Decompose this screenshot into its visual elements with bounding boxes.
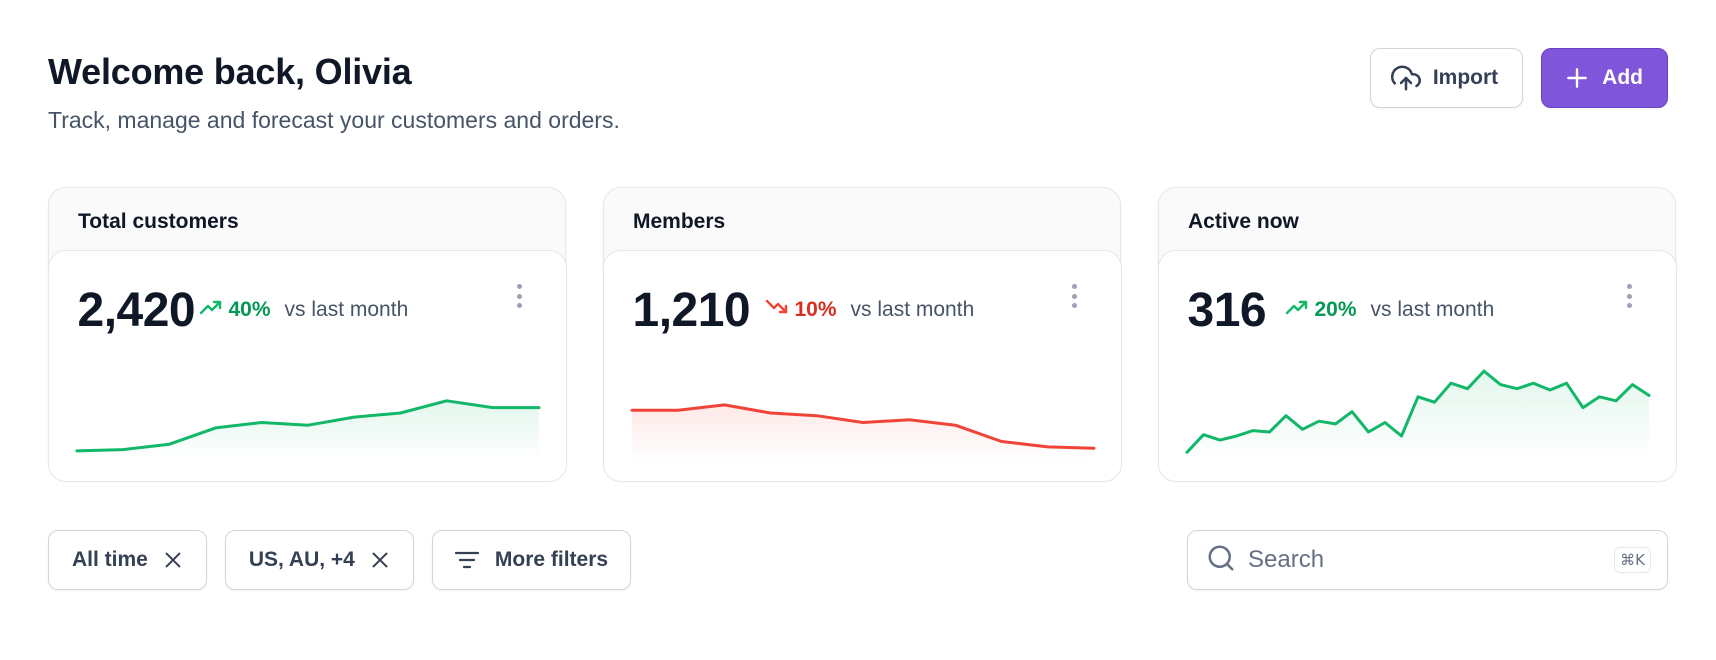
add-button[interactable]: Add xyxy=(1541,48,1668,108)
sparkline-area xyxy=(1186,371,1649,461)
sparkline-chart xyxy=(75,399,540,461)
metric-cards: Total customers 2,420 40% vs last month … xyxy=(47,187,1677,482)
trend-comparison: vs last month xyxy=(284,298,409,321)
metric-value: 2,420 xyxy=(77,284,196,337)
card-title: Members xyxy=(633,210,726,233)
card-body: 316 20% vs last month xyxy=(1157,250,1677,482)
add-button-label: Add xyxy=(1602,66,1643,89)
import-button-label: Import xyxy=(1432,66,1499,89)
trend-percentage: 40% xyxy=(228,298,271,321)
filter-lines-icon xyxy=(453,548,481,572)
search-field[interactable]: ⌘K xyxy=(1187,530,1668,590)
close-icon[interactable] xyxy=(369,549,391,571)
card-body: 1,210 10% vs last month xyxy=(602,250,1122,482)
search-icon xyxy=(1206,543,1236,578)
upload-cloud-icon xyxy=(1390,63,1421,93)
metric-card-total-customers: Total customers 2,420 40% vs last month xyxy=(47,187,567,482)
page-title: Welcome back, Olivia xyxy=(48,51,412,92)
trend-indicator: 40% vs last month xyxy=(199,295,409,325)
trend-percentage: 20% xyxy=(1314,298,1357,321)
sparkline-area xyxy=(631,404,1094,461)
sparkline-line xyxy=(630,403,1095,450)
keyboard-shortcut-hint: ⌘K xyxy=(1614,547,1651,573)
trend-up-icon xyxy=(1285,295,1309,325)
metric-card-members: Members 1,210 10% vs last month xyxy=(602,187,1122,482)
card-title: Active now xyxy=(1188,210,1299,233)
card-body: 2,420 40% vs last month xyxy=(47,250,567,482)
sparkline-area xyxy=(76,400,539,461)
trend-indicator: 20% vs last month xyxy=(1285,295,1495,325)
trend-percentage: 10% xyxy=(794,298,837,321)
header-actions: Import Add xyxy=(1369,48,1668,108)
more-options-icon[interactable] xyxy=(1063,281,1087,311)
metric-value: 316 xyxy=(1187,284,1267,337)
page-subtitle: Track, manage and forecast your customer… xyxy=(48,107,620,133)
filter-bar: All time US, AU, +4 More filters xyxy=(48,530,632,590)
trend-indicator: 10% vs last month xyxy=(765,295,975,325)
trend-up-icon xyxy=(199,295,223,325)
trend-comparison: vs last month xyxy=(1370,298,1495,321)
plus-icon xyxy=(1564,65,1590,91)
filter-chip-label: US, AU, +4 xyxy=(248,548,355,571)
sparkline-line xyxy=(1185,369,1650,454)
search-input[interactable] xyxy=(1248,546,1615,574)
trend-comparison: vs last month xyxy=(850,298,975,321)
close-icon[interactable] xyxy=(162,549,184,571)
more-options-icon[interactable] xyxy=(1618,281,1642,311)
more-options-icon[interactable] xyxy=(508,281,532,311)
filter-chip-all-time[interactable]: All time xyxy=(48,530,207,590)
sparkline-line xyxy=(75,399,540,453)
more-filters-label: More filters xyxy=(494,548,609,571)
metric-value: 1,210 xyxy=(632,284,751,337)
card-title: Total customers xyxy=(78,210,239,233)
sparkline-chart xyxy=(1185,369,1650,461)
trend-down-icon xyxy=(765,295,789,325)
sparkline-chart xyxy=(630,403,1095,461)
import-button[interactable]: Import xyxy=(1369,48,1524,108)
filter-chip-label: All time xyxy=(72,548,148,571)
metric-card-active-now: Active now 316 20% vs last month xyxy=(1157,187,1677,482)
filter-chip-region[interactable]: US, AU, +4 xyxy=(224,530,414,590)
page-header: Welcome back, Olivia Track, manage and f… xyxy=(48,50,620,135)
more-filters-button[interactable]: More filters xyxy=(431,530,632,590)
